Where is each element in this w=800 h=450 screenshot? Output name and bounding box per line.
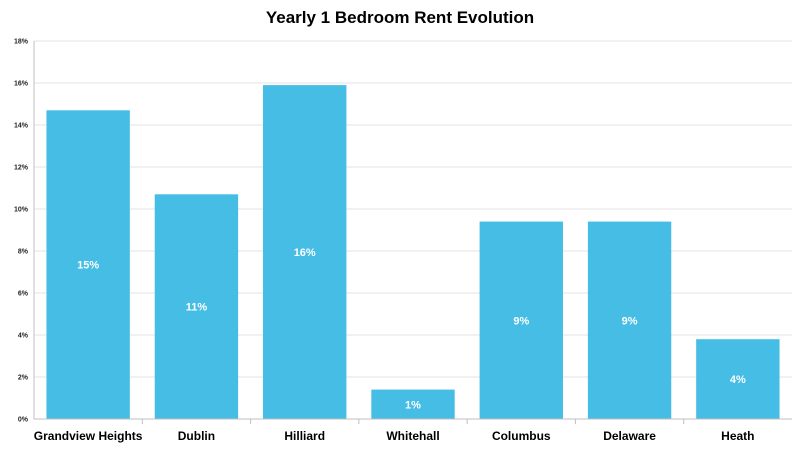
- bar: [587, 221, 672, 419]
- y-tick-label: 2%: [18, 375, 29, 382]
- y-tick-label: 18%: [14, 39, 29, 46]
- bar-data-label: 15%: [77, 260, 99, 272]
- bars: 15% 11% 16% 1% 9% 9% 4%: [46, 85, 780, 420]
- y-tick-label: 4%: [18, 333, 29, 340]
- x-tick-label: Delaware: [603, 429, 656, 443]
- y-tick-label: 10%: [14, 207, 29, 214]
- bar: [263, 85, 347, 419]
- y-tick-label: 8%: [18, 249, 29, 256]
- bar-data-label: 9%: [622, 315, 638, 327]
- bar: [371, 389, 455, 419]
- y-tick-label: 16%: [14, 81, 29, 88]
- x-tick-label: Columbus: [492, 429, 551, 443]
- x-tick-label: Hilliard: [284, 429, 325, 443]
- bar: [479, 221, 563, 419]
- x-tick-label: Grandview Heights: [34, 429, 143, 443]
- y-tick-label: 0%: [18, 417, 29, 424]
- chart-title: Yearly 1 Bedroom Rent Evolution: [265, 8, 535, 27]
- bar-data-label: 9%: [513, 315, 529, 327]
- x-tick-label: Heath: [721, 429, 754, 443]
- x-tick-label: Dublin: [178, 429, 215, 443]
- bar: [154, 194, 239, 419]
- bar-data-label: 11%: [186, 302, 208, 314]
- bar-data-label: 16%: [294, 247, 316, 259]
- y-tick-label: 14%: [14, 123, 29, 130]
- bar: [696, 339, 780, 419]
- grid-lines: [34, 40, 792, 378]
- y-tick-label: 12%: [14, 165, 29, 172]
- x-tick-label: Whitehall: [386, 429, 439, 443]
- y-tick-label: 6%: [18, 291, 29, 298]
- axes: 0% 2% 4% 6% 8% 10% 12% 14% 16% 18% Grandview Heigh…: [14, 39, 792, 443]
- bar-data-label: 4%: [730, 374, 746, 386]
- bar-data-label: 1%: [405, 399, 421, 411]
- bar: [46, 110, 130, 420]
